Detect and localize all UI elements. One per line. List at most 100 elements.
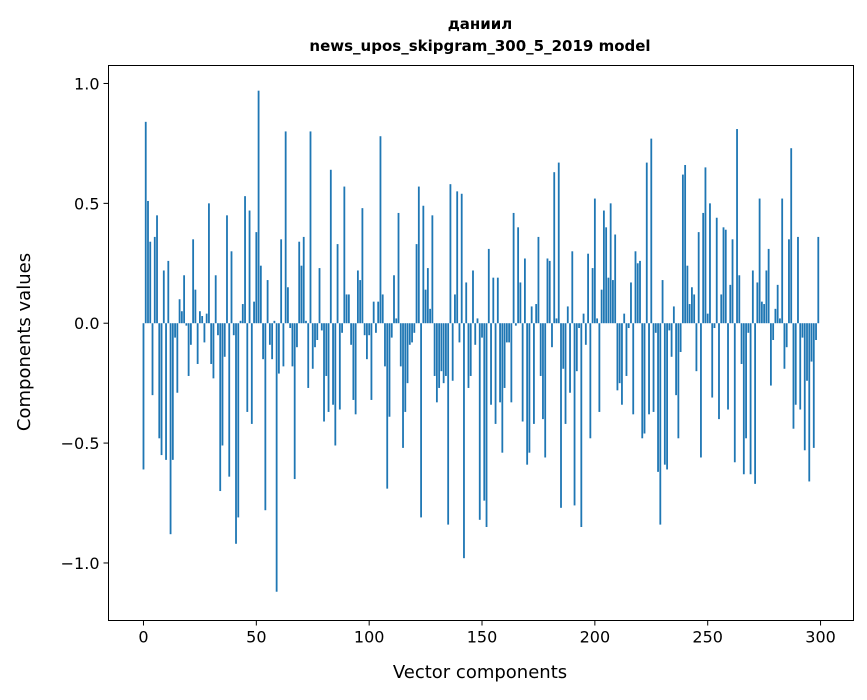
bar-133 xyxy=(442,323,445,384)
bar-79 xyxy=(320,323,323,331)
bar-100 xyxy=(368,323,371,336)
bar-167 xyxy=(519,282,522,324)
bar-95 xyxy=(356,270,359,324)
bar-173 xyxy=(533,323,535,424)
bar-106 xyxy=(381,294,384,324)
bar-58 xyxy=(273,320,276,324)
bar-136 xyxy=(449,184,452,324)
bar-217 xyxy=(632,323,635,415)
x-tick-label: 50 xyxy=(246,628,266,647)
bar-115 xyxy=(402,323,404,448)
bar-67 xyxy=(293,323,296,480)
bar-280 xyxy=(774,308,777,324)
bar-181 xyxy=(551,323,553,348)
bar-116 xyxy=(404,323,407,412)
bar-113 xyxy=(397,212,400,324)
bar-196 xyxy=(584,323,587,345)
bar-224 xyxy=(648,323,650,415)
bar-43 xyxy=(239,320,242,324)
bar-139 xyxy=(456,191,459,324)
bar-299 xyxy=(817,236,820,324)
bar-13 xyxy=(171,323,174,460)
bar-293 xyxy=(803,323,806,451)
bar-34 xyxy=(219,323,222,492)
bar-193 xyxy=(578,323,580,329)
bar-206 xyxy=(607,277,610,324)
bar-25 xyxy=(199,311,201,324)
bar-191 xyxy=(573,323,576,506)
bar-102 xyxy=(372,301,375,324)
bar-9 xyxy=(162,270,165,324)
bar-184 xyxy=(557,162,560,324)
bar-150 xyxy=(481,323,483,338)
bar-141 xyxy=(460,193,463,324)
bar-288 xyxy=(792,323,795,429)
bar-252 xyxy=(711,323,714,398)
bar-282 xyxy=(779,318,781,324)
bar-109 xyxy=(388,323,391,417)
bar-267 xyxy=(745,323,747,439)
bar-239 xyxy=(681,174,684,324)
bar-188 xyxy=(566,306,569,324)
bar-153 xyxy=(487,248,490,324)
bar-174 xyxy=(535,304,538,324)
bar-292 xyxy=(801,323,804,338)
bar-44 xyxy=(241,304,244,324)
bar-135 xyxy=(447,323,450,525)
bar-220 xyxy=(639,260,641,324)
bar-64 xyxy=(287,287,289,324)
bar-20 xyxy=(187,323,190,376)
bar-66 xyxy=(291,323,294,367)
bar-124 xyxy=(422,205,425,324)
bar-119 xyxy=(411,323,413,343)
bar-194 xyxy=(580,323,583,528)
bar-94 xyxy=(354,323,357,415)
bar-152 xyxy=(485,323,488,528)
bar-166 xyxy=(517,227,520,324)
bar-2 xyxy=(147,200,149,324)
bar-289 xyxy=(794,323,797,405)
bar-227 xyxy=(654,323,657,333)
bar-168 xyxy=(521,323,524,422)
bar-212 xyxy=(621,323,623,405)
bar-182 xyxy=(553,172,556,324)
bar-84 xyxy=(332,323,334,405)
bar-284 xyxy=(783,323,786,369)
bar-6 xyxy=(156,215,158,324)
bar-38 xyxy=(228,323,231,477)
bar-73 xyxy=(307,323,310,388)
bar-172 xyxy=(530,306,533,324)
bar-70 xyxy=(300,265,303,324)
bar-29 xyxy=(208,203,210,324)
bar-234 xyxy=(670,323,673,357)
bar-123 xyxy=(420,323,422,518)
bar-129 xyxy=(433,323,436,376)
bar-114 xyxy=(399,323,402,367)
bar-229 xyxy=(659,323,662,525)
bar-162 xyxy=(508,323,511,343)
bar-209 xyxy=(614,234,617,324)
bar-36 xyxy=(223,323,226,357)
bar-14 xyxy=(174,323,176,338)
bar-290 xyxy=(797,236,799,324)
bar-104 xyxy=(377,301,380,324)
bars-group xyxy=(142,90,820,592)
bar-199 xyxy=(591,268,594,324)
bar-1 xyxy=(144,121,147,324)
bar-235 xyxy=(672,306,675,324)
bar-260 xyxy=(729,284,732,324)
bar-98 xyxy=(363,323,366,336)
bar-63 xyxy=(284,131,287,324)
bar-200 xyxy=(593,198,596,324)
x-tick-label: 250 xyxy=(692,628,723,647)
bar-60 xyxy=(277,323,280,374)
bar-195 xyxy=(582,313,585,324)
bar-281 xyxy=(776,284,779,324)
bar-226 xyxy=(652,323,655,412)
bar-242 xyxy=(688,304,691,324)
bar-86 xyxy=(336,244,339,324)
bar-294 xyxy=(806,323,808,381)
bar-283 xyxy=(781,198,784,324)
bar-92 xyxy=(350,323,353,345)
bar-247 xyxy=(700,323,702,458)
